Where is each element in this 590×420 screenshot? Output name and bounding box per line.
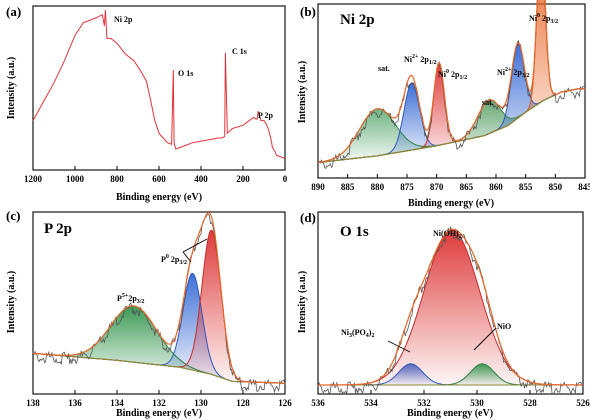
panel-c: (c) P 2p 138 136 134 132 130 128 126 Binding e…	[6, 208, 292, 419]
arrow-p0-right	[182, 238, 208, 253]
experimental-line-b	[317, 0, 586, 169]
x-tick-label-a: 400	[194, 174, 208, 184]
y-axis-label-a: Intensity (a.u.)	[6, 57, 17, 120]
fit-lines-d	[317, 225, 584, 396]
x-tick-label-a: 600	[152, 174, 166, 184]
annotation-ni2-2p12: Ni2+ 2p1/2	[404, 54, 437, 66]
x-tick-label-c: 126	[278, 398, 292, 408]
panel-d: (d) O 1s 536 534 532 530 528 526 Binding ener…	[297, 210, 590, 419]
x-tick-label-c: 128	[236, 398, 250, 408]
x-tick-label-d: 534	[364, 398, 378, 408]
pointer-ni3po42	[387, 340, 411, 353]
panel-label-b: (b)	[300, 4, 316, 19]
x-tick-label-b: 885	[341, 182, 355, 192]
peak-fill-c-0	[33, 305, 285, 384]
peak-fill-b-0	[318, 88, 585, 163]
x-tick-label-d: 528	[523, 398, 537, 408]
x-tick-label-b: 875	[400, 182, 414, 192]
x-tick-label-c: 132	[152, 398, 166, 408]
peak-fill-b-4	[318, 43, 585, 163]
annotation-ni2p: Ni 2p	[114, 15, 133, 24]
annotation-sat-2: sat.	[482, 98, 494, 107]
x-tick-label-b: 855	[519, 182, 533, 192]
x-tick-label-a: 1200	[24, 174, 43, 184]
pointer-nio	[473, 327, 497, 351]
plot-frame-d	[317, 211, 584, 395]
panel-b: (b) Ni 2p 890 885 880 875 870 865 860 855 850 845…	[297, 0, 590, 209]
panel-a: (a) 1200 1000 800 600 400 200 0 Binding energy…	[6, 4, 288, 203]
panel-label-d: (d)	[300, 210, 316, 225]
x-ticks-d: 536 534 532 530 528 526	[311, 390, 590, 408]
x-tick-label-a: 200	[236, 174, 250, 184]
panel-label-c: (c)	[6, 208, 20, 223]
annotation-p0-2p32: P0 2p3/2	[161, 254, 187, 266]
panel-title-c: P 2p	[44, 221, 72, 237]
x-axis-label-b: Binding energy (eV)	[408, 198, 494, 209]
envelope-fit-line-b	[317, 0, 585, 163]
x-tick-label-d: 530	[470, 398, 484, 408]
annotation-ni3po42: Ni3(PO4)2	[341, 328, 374, 339]
annotation-nio: NiO	[497, 322, 511, 331]
x-axis-label-a: Binding energy (eV)	[116, 192, 202, 203]
peak-fills-d	[318, 230, 583, 385]
x-tick-label-b: 865	[460, 182, 474, 192]
experimental-line-c	[32, 213, 286, 394]
x-tick-label-b: 880	[371, 182, 385, 192]
x-tick-label-c: 136	[68, 398, 82, 408]
x-tick-label-d: 532	[417, 398, 431, 408]
x-ticks-c: 138 136 134 132 130 128 126	[26, 390, 292, 408]
plot-frame-b	[317, 3, 586, 179]
peak-line-c-1	[32, 272, 285, 384]
fit-lines-c	[32, 212, 286, 394]
x-tick-label-a: 800	[110, 174, 124, 184]
peak-fill-d-1	[318, 230, 583, 385]
survey-line	[32, 9, 286, 159]
x-tick-label-c: 134	[110, 398, 124, 408]
background-line-b	[317, 88, 585, 164]
envelope-fit-line-c	[32, 212, 285, 384]
x-tick-label-d: 526	[576, 398, 590, 408]
annotation-o1s: O 1s	[178, 69, 193, 78]
arrow-p0-left	[182, 251, 192, 263]
x-tick-label-a: 1000	[66, 174, 85, 184]
envelope-fit-line-d	[318, 228, 583, 386]
x-tick-label-a: 0	[283, 174, 288, 184]
x-ticks-b: 890 885 880 875 870 865 860 855 850 845	[311, 174, 590, 192]
x-axis-label-c: Binding energy (eV)	[116, 408, 202, 419]
annotation-nioh2: Ni(OH)2	[433, 229, 462, 240]
x-tick-label-b: 870	[430, 182, 444, 192]
x-ticks-a: 1200 1000 800 600 400 200 0	[24, 166, 288, 184]
panel-label-a: (a)	[6, 4, 21, 19]
x-tick-label-d: 536	[311, 398, 325, 408]
annotation-sat-1: sat.	[378, 64, 390, 73]
experimental-line-d	[317, 225, 584, 396]
y-axis-label-b: Intensity (a.u.)	[297, 61, 308, 124]
plot-frame-c	[32, 211, 286, 395]
x-tick-label-b: 850	[549, 182, 563, 192]
x-tick-label-b: 890	[311, 182, 325, 192]
annotation-p2p: P 2p	[258, 111, 273, 120]
peak-fill-c-1	[33, 273, 285, 384]
y-axis-label-d: Intensity (a.u.)	[297, 271, 308, 334]
peak-fills-b	[318, 0, 585, 163]
annotation-c1s: C 1s	[232, 47, 247, 56]
y-axis-label-c: Intensity (a.u.)	[6, 271, 17, 334]
panel-title-d: O 1s	[340, 224, 369, 240]
fit-lines-b	[317, 0, 586, 169]
peak-fill-c-2	[33, 230, 285, 384]
peak-fills-c	[33, 230, 285, 384]
plot-frame-a	[32, 5, 286, 171]
x-tick-label-c: 138	[26, 398, 40, 408]
x-axis-label-d: Binding energy (eV)	[407, 408, 493, 419]
panel-title-b: Ni 2p	[340, 12, 375, 28]
x-tick-label-b: 845	[578, 182, 590, 192]
x-tick-label-b: 860	[489, 182, 503, 192]
x-tick-label-c: 130	[194, 398, 208, 408]
